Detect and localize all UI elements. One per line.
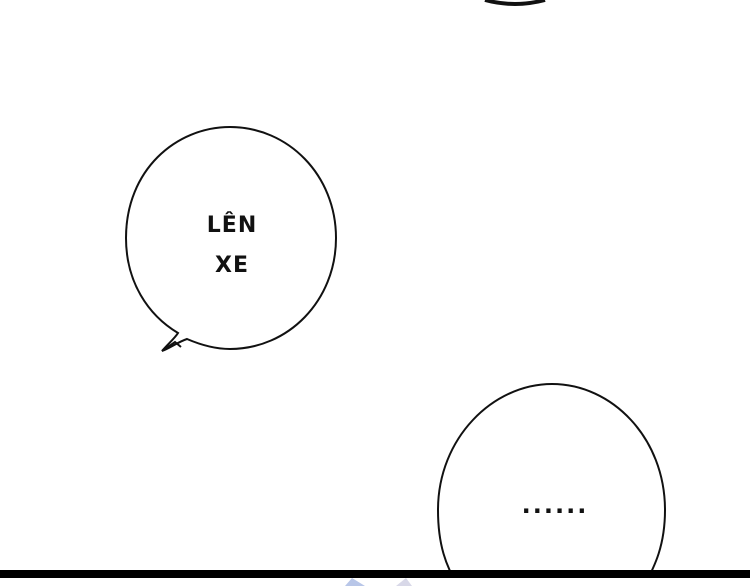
- speech-bubble-1-tail-mark: [161, 340, 182, 352]
- speech-bubble-1: [124, 125, 338, 352]
- art-fragment-blue: [345, 578, 365, 586]
- speech-bubble-2-text: ......: [521, 491, 589, 519]
- art-fragment-grey: [396, 578, 412, 586]
- top-edge-curve: [484, 0, 546, 6]
- speech-bubble-1-line-2: XE: [215, 253, 249, 278]
- speech-bubble-1-line-1: LÊN: [206, 213, 258, 238]
- speech-bubble-2: [436, 382, 667, 586]
